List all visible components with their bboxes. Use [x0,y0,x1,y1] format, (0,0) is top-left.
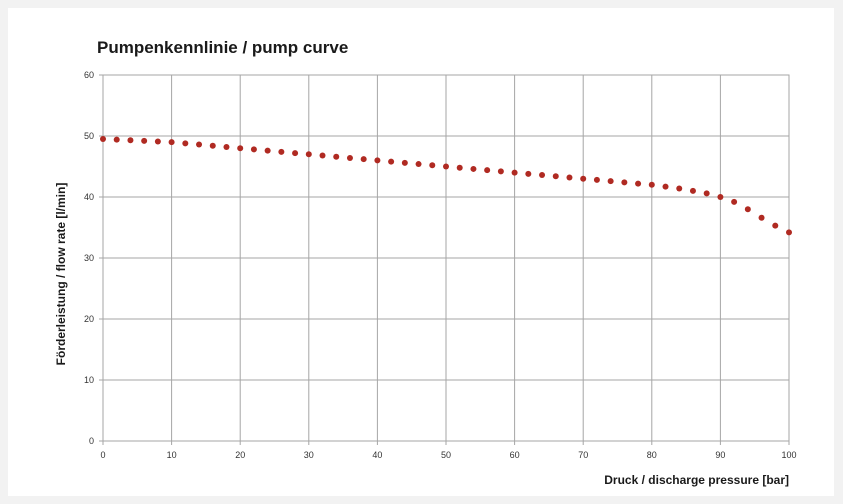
data-point [237,145,244,152]
data-point [689,187,696,194]
pump-curve-chart: 0 10 20 30 40 50 60 70 80 90 100 0 10 20 30 40 50 60 Druc… [54,70,797,487]
data-point [264,147,271,154]
x-axis-title: Druck / discharge pressure [bar] [604,473,789,487]
data-point [731,198,738,205]
x-tick-label: 100 [781,450,796,460]
data-point [525,170,532,177]
data-point [278,148,285,155]
data-point [127,137,134,144]
chart-title: Pumpenkennlinie / pump curve [97,38,349,57]
y-tick-label: 40 [84,192,94,202]
y-tick-label: 60 [84,70,94,80]
data-point [305,151,312,158]
x-tick-label: 80 [647,450,657,460]
data-point [511,169,518,176]
data-points [100,136,792,236]
data-point [333,153,340,160]
x-tick-label: 70 [578,450,588,460]
data-point [744,206,751,213]
data-point [346,154,353,161]
data-point [154,138,161,145]
data-point [758,214,765,221]
data-point [470,165,477,172]
data-point [401,159,408,166]
x-tick-label: 90 [715,450,725,460]
y-tick-label: 30 [84,253,94,263]
data-point [484,167,491,174]
data-point [648,181,655,188]
data-point [182,140,189,147]
data-point [250,146,257,153]
y-tick-label: 50 [84,131,94,141]
data-point [772,222,779,229]
data-point [593,176,600,183]
data-point [607,178,614,185]
data-point [292,150,299,157]
data-point [635,180,642,187]
data-point [113,136,120,143]
x-tick-label: 40 [372,450,382,460]
data-point [141,137,148,144]
data-point [552,173,559,180]
data-point [676,185,683,192]
data-point [443,163,449,170]
data-point [662,183,669,190]
data-point [196,141,203,148]
data-point [566,174,573,181]
data-point [360,156,367,163]
data-point [223,143,230,150]
data-point [209,142,216,149]
data-point [388,158,395,165]
y-tick-label: 10 [84,375,94,385]
data-point [539,172,546,179]
data-point [100,136,106,143]
x-tick-label: 20 [235,450,245,460]
data-point [168,139,175,146]
x-tick-label: 60 [510,450,520,460]
x-tick-label: 0 [100,450,105,460]
data-point [580,175,587,182]
x-tick-label: 10 [167,450,177,460]
x-tick-label: 50 [441,450,451,460]
chart-frame: Pumpenkennlinie / pump curve 0 10 20 30 40 50… [8,8,834,496]
x-tick-label: 30 [304,450,314,460]
data-point [497,168,504,175]
data-point [717,194,724,200]
tick-labels: 0 10 20 30 40 50 60 70 80 90 100 0 10 20 30 40 50 60 [84,70,797,460]
data-point [621,179,628,186]
data-point [429,162,436,169]
y-axis-title: Förderleistung / flow rate [l/min] [54,183,68,366]
data-point [374,157,381,164]
grid [99,74,790,445]
data-point [703,190,710,197]
y-tick-label: 0 [89,436,94,446]
y-tick-label: 20 [84,314,94,324]
data-point [786,229,792,236]
data-point [456,164,463,171]
data-point [415,161,422,168]
data-point [319,152,326,159]
